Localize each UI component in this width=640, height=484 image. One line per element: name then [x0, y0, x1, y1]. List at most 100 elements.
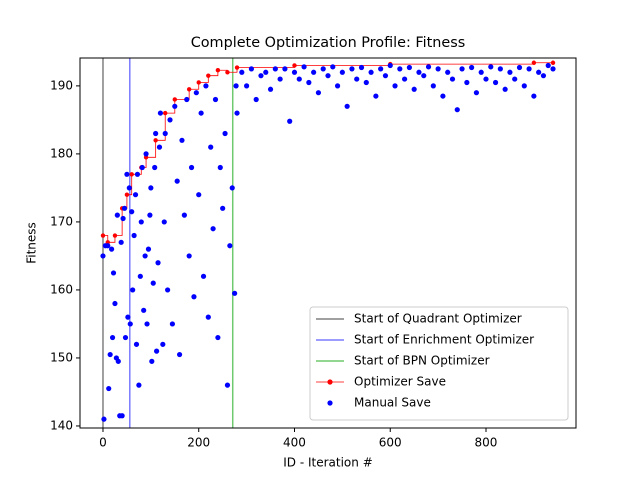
- manual-save-point: [165, 287, 171, 293]
- manual-save-point: [344, 103, 350, 109]
- optimizer-save-point: [531, 60, 537, 65]
- x-tick-label: 200: [187, 436, 210, 450]
- manual-save-point: [492, 79, 499, 86]
- manual-save-point: [222, 130, 228, 137]
- manual-save-point: [127, 321, 133, 327]
- manual-save-point: [430, 83, 436, 89]
- manual-save-point: [174, 178, 180, 184]
- manual-save-point: [411, 86, 417, 92]
- optimizer-save-point: [215, 68, 221, 73]
- optimizer-save-point: [206, 73, 211, 78]
- manual-save-point: [349, 66, 355, 72]
- manual-save-point: [287, 118, 293, 124]
- manual-save-point: [109, 334, 116, 341]
- manual-save-point: [239, 69, 245, 75]
- manual-save-point: [147, 212, 153, 218]
- manual-save-point: [100, 253, 106, 259]
- axes-frame: [79, 57, 577, 429]
- manual-save-point: [217, 164, 223, 171]
- manual-save-point: [459, 66, 465, 72]
- optimizer-save-point: [292, 63, 297, 68]
- manual-save-point: [354, 76, 360, 82]
- y-tick-label: 150: [50, 350, 73, 364]
- manual-save-point: [244, 83, 250, 89]
- manual-save-point: [141, 307, 147, 313]
- manual-save-point: [531, 93, 537, 99]
- manual-save-point: [193, 90, 199, 96]
- legend-label: Optimizer Save: [354, 375, 446, 389]
- y-tick-label: 180: [50, 146, 73, 160]
- manual-save-point: [272, 66, 278, 72]
- manual-save-point: [540, 73, 547, 79]
- manual-save-point: [136, 382, 142, 388]
- manual-save-point: [267, 86, 274, 92]
- manual-save-point: [227, 243, 233, 249]
- y-tick-label: 170: [50, 214, 73, 228]
- legend-label: Manual Save: [354, 396, 431, 410]
- manual-save-point: [105, 243, 111, 249]
- manual-save-point: [118, 239, 124, 245]
- manual-save-point: [392, 83, 398, 89]
- manual-save-point: [152, 164, 158, 171]
- manual-save-point: [306, 79, 312, 86]
- manual-save-point: [121, 205, 128, 211]
- plot-area: [100, 58, 556, 428]
- manual-save-point: [258, 73, 264, 79]
- manual-save-point: [253, 96, 259, 103]
- manual-save-point: [131, 232, 137, 239]
- manual-save-point: [208, 144, 214, 150]
- manual-save-point: [315, 90, 322, 96]
- manual-save-point: [502, 86, 508, 92]
- manual-save-point: [144, 321, 150, 327]
- manual-save-point: [124, 171, 130, 177]
- legend-box: [309, 306, 569, 421]
- optimizer-save-point: [234, 65, 240, 70]
- manual-save-point: [387, 62, 393, 69]
- manual-save-point: [179, 137, 185, 143]
- optimizer-save-point: [129, 172, 134, 177]
- manual-save-point: [406, 64, 412, 71]
- chart-title: Complete Optimization Profile: Fitness: [191, 35, 466, 51]
- manual-save-point: [229, 185, 235, 191]
- manual-save-point: [155, 260, 161, 266]
- x-tick-label: 0: [99, 436, 107, 450]
- manual-save-point: [301, 64, 307, 70]
- manual-save-point: [449, 76, 456, 82]
- manual-save-point: [133, 341, 140, 347]
- manual-save-point: [149, 358, 155, 364]
- manual-save-point: [150, 280, 156, 286]
- manual-save-point: [368, 69, 374, 75]
- manual-save-point: [416, 69, 422, 75]
- y-tick-label: 160: [50, 282, 73, 296]
- manual-save-point: [464, 79, 470, 86]
- manual-save-point: [526, 66, 532, 72]
- manual-save-point: [126, 185, 132, 191]
- manual-save-point: [125, 314, 131, 320]
- manual-save-point: [454, 107, 460, 113]
- manual-save-point: [172, 103, 178, 109]
- manual-save-point: [167, 117, 173, 123]
- x-axis-label: ID - Iteration #: [283, 456, 373, 470]
- manual-save-point: [483, 76, 489, 82]
- manual-save-point: [382, 73, 389, 79]
- manual-save-point: [421, 73, 427, 79]
- manual-save-point: [186, 253, 192, 259]
- manual-save-point: [488, 64, 494, 70]
- manual-save-point: [521, 83, 527, 89]
- manual-save-point: [220, 205, 226, 211]
- manual-save-point: [210, 226, 216, 232]
- manual-save-point: [112, 300, 118, 307]
- manual-save-point: [120, 215, 126, 222]
- manual-save-point: [232, 290, 238, 296]
- manual-save-point: [101, 416, 107, 422]
- manual-save-point: [191, 294, 197, 300]
- manual-save-point: [153, 130, 159, 137]
- manual-save-point: [119, 413, 125, 419]
- y-tick-label: 140: [50, 418, 73, 432]
- manual-save-point: [234, 110, 240, 116]
- manual-save-point: [263, 69, 269, 75]
- manual-save-point: [130, 287, 136, 293]
- x-tick-label: 800: [475, 436, 498, 450]
- optimizer-save-point: [550, 60, 556, 65]
